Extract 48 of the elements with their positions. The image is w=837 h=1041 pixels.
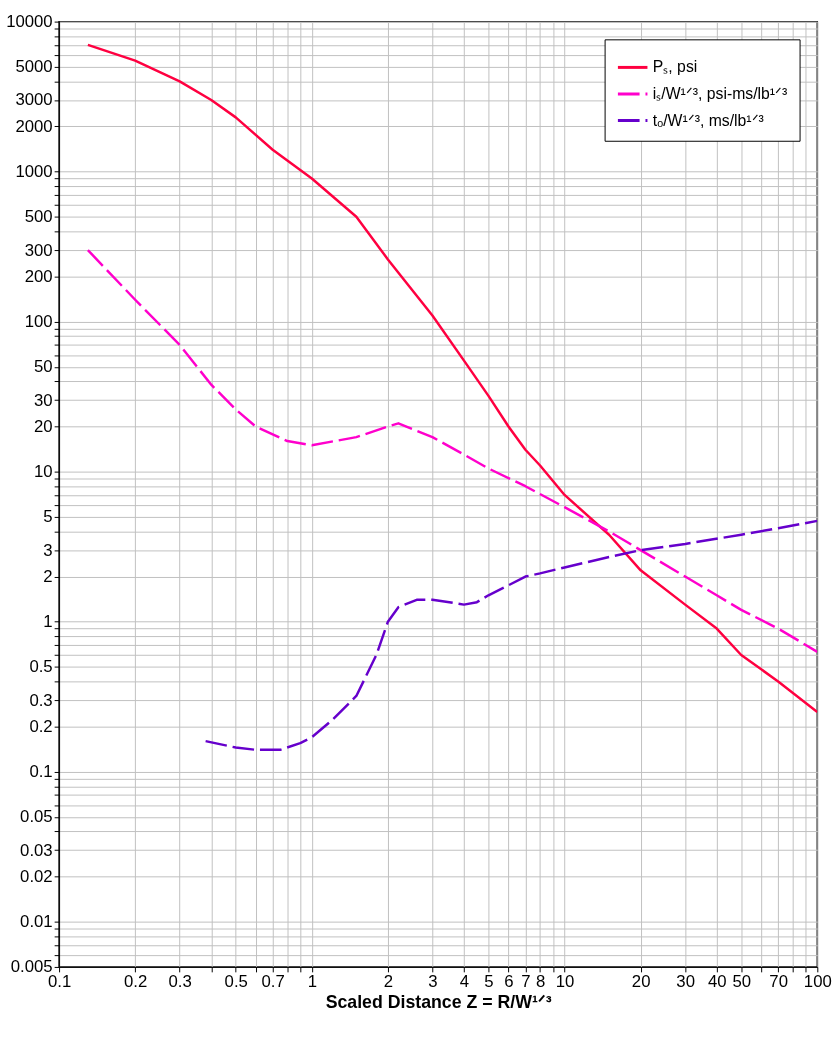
y-tick-label: 500 xyxy=(24,207,53,227)
x-tick-label: 0.5 xyxy=(224,972,248,992)
x-tick-label: 50 xyxy=(732,972,752,992)
x-tick-label: 0.2 xyxy=(124,972,148,992)
y-tick-label: 300 xyxy=(24,240,53,260)
y-tick-label: 0.3 xyxy=(29,690,53,710)
x-tick-label: 40 xyxy=(707,972,727,992)
y-tick-label: 5 xyxy=(43,507,53,527)
y-tick-label: 3 xyxy=(43,540,53,560)
y-tick-label: 50 xyxy=(34,357,53,377)
x-tick-label: 6 xyxy=(504,972,514,992)
y-tick-label: 0.5 xyxy=(29,657,53,677)
y-tick-label: 0.05 xyxy=(20,807,53,827)
x-tick-label: 7 xyxy=(521,972,531,992)
x-tick-label: 8 xyxy=(535,972,546,992)
y-tick-label: 0.02 xyxy=(20,867,53,887)
x-tick-label: 5 xyxy=(484,972,494,992)
y-tick-label: 0.01 xyxy=(20,912,53,932)
x-tick-label: 30 xyxy=(676,972,695,992)
x-tick-label: 10 xyxy=(555,972,575,992)
x-tick-label: 4 xyxy=(459,972,470,992)
legend-label: iₛ/W¹ᐟ³, psi-ms/lb¹ᐟ³ xyxy=(652,84,788,102)
legend-label: tₒ/W¹ᐟ³, ms/lb¹ᐟ³ xyxy=(652,111,764,129)
y-tick-label: 2 xyxy=(43,566,53,586)
y-tick-label: 3000 xyxy=(15,90,53,110)
y-tick-label: 100 xyxy=(24,312,53,332)
x-axis-title: Scaled Distance Z = R/W¹ᐟ³ xyxy=(325,991,552,1012)
x-tick-label: 0.3 xyxy=(168,972,192,992)
x-tick-label: 100 xyxy=(803,972,832,992)
y-tick-label: 0.1 xyxy=(29,762,53,782)
y-tick-label: 0.03 xyxy=(20,840,53,860)
y-tick-label: 2000 xyxy=(15,116,53,136)
y-tick-label: 5000 xyxy=(15,57,53,77)
y-tick-label: 0.2 xyxy=(29,717,53,736)
y-tick-label: 10 xyxy=(34,462,53,482)
y-tick-label: 10000 xyxy=(6,12,53,32)
y-tick-label: 1 xyxy=(43,612,53,632)
x-tick-label: 70 xyxy=(769,972,788,992)
x-tick-label: 2 xyxy=(383,972,394,992)
y-tick-label: 20 xyxy=(34,416,53,436)
x-tick-label: 20 xyxy=(631,972,651,992)
x-tick-label: 1 xyxy=(307,972,317,992)
x-tick-label: 0.7 xyxy=(261,972,285,992)
y-tick-label: 200 xyxy=(24,266,53,286)
x-tick-label: 3 xyxy=(428,972,438,992)
y-tick-label: 1000 xyxy=(15,162,53,182)
y-tick-label: 30 xyxy=(34,390,53,410)
legend-label: Pₛ, psi xyxy=(652,58,698,76)
